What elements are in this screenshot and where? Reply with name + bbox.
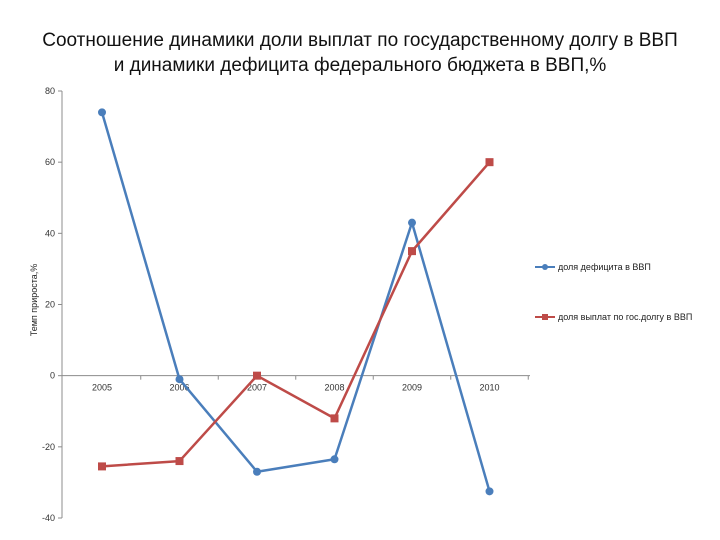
data-point	[408, 218, 416, 227]
legend-label: доля дефицита в ВВП	[558, 262, 651, 272]
series-2	[98, 158, 494, 471]
data-point	[175, 457, 184, 466]
legend-swatch-marker	[542, 314, 548, 320]
x-tick-label: 2005	[92, 383, 112, 393]
y-tick-label: -40	[42, 513, 55, 523]
legend-item-2: доля выплат по гос.долгу в ВВП	[535, 312, 692, 322]
series-line	[100, 112, 491, 492]
data-point	[98, 462, 106, 471]
legend: доля дефицита в ВВП доля выплат по гос.до…	[535, 262, 692, 322]
data-point	[253, 371, 261, 380]
data-point	[485, 487, 494, 496]
chart-title-line-1: Соотношение динамики доли выплат по госу…	[42, 30, 678, 51]
legend-item-1: доля дефицита в ВВП	[535, 262, 651, 272]
x-tick-label: 2009	[402, 383, 422, 393]
y-tick-label: -20	[42, 442, 55, 452]
x-tick-label: 2010	[479, 383, 499, 393]
data-point	[253, 467, 261, 476]
data-point	[330, 414, 339, 423]
y-tick-label: 40	[45, 228, 55, 238]
data-point	[98, 108, 106, 117]
y-tick-label: 20	[45, 300, 55, 310]
x-tick-label: 2008	[324, 383, 344, 393]
data-point	[485, 158, 494, 167]
x-tick-label: 2007	[247, 383, 267, 393]
y-axis: 80 60 40 20 0 -20 -40	[42, 86, 63, 523]
series-1	[98, 108, 494, 496]
y-tick-label: 80	[45, 86, 55, 96]
y-tick-label: 60	[45, 157, 55, 167]
data-point	[175, 375, 184, 384]
legend-swatch-marker	[542, 264, 548, 270]
series-line	[101, 161, 491, 468]
chart-title: Соотношение динамики доли выплат по госу…	[20, 28, 700, 78]
data-point	[330, 455, 339, 464]
legend-label: доля выплат по гос.долгу в ВВП	[558, 312, 692, 322]
x-axis: 2005 2006 2007 2008 2009 2010	[62, 375, 530, 393]
x-tick-label: 2006	[169, 383, 189, 393]
data-point	[408, 247, 416, 256]
y-axis-label: Темп прироста,%	[29, 264, 39, 337]
chart-title-line-2: и динамики дефицита федерального бюджета…	[113, 55, 607, 76]
series-lines	[98, 108, 494, 496]
y-tick-label: 0	[50, 371, 55, 381]
